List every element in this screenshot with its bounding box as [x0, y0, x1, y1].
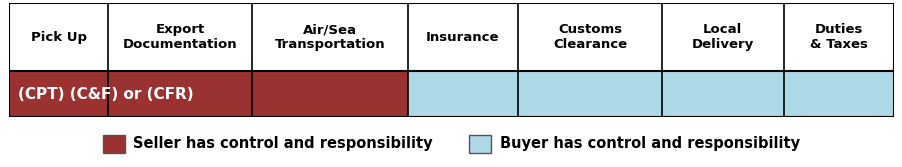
Text: Local
Delivery: Local Delivery — [691, 23, 753, 51]
Text: Pick Up: Pick Up — [31, 31, 87, 44]
Text: (CPT) (C&F) or (CFR): (CPT) (C&F) or (CFR) — [18, 87, 193, 102]
Text: Insurance: Insurance — [426, 31, 499, 44]
Text: Air/Sea
Transportation: Air/Sea Transportation — [274, 23, 385, 51]
Text: Export
Documentation: Export Documentation — [123, 23, 237, 51]
Text: Duties
& Taxes: Duties & Taxes — [809, 23, 867, 51]
Bar — [9, 71, 407, 117]
Bar — [407, 71, 893, 117]
Legend: Seller has control and responsibility, Buyer has control and responsibility: Seller has control and responsibility, B… — [103, 135, 799, 152]
Text: Customs
Clearance: Customs Clearance — [552, 23, 626, 51]
